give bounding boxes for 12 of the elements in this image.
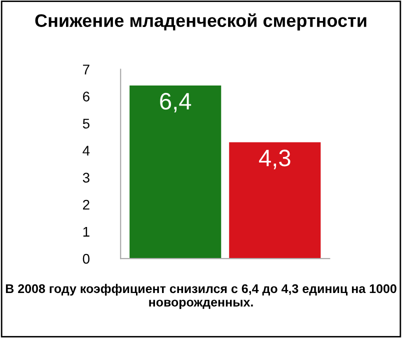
chart-title: Снижение младенческой смертности — [35, 13, 366, 31]
text: В 2008 году коэффициент снизился с 6,4 до 4,3 единиц на 1000 новорожденных. — [6, 284, 396, 310]
y-tick-label: 7 — [83, 64, 90, 74]
data-label: 4,3 — [259, 150, 290, 170]
y-tick-label: 3 — [82, 172, 90, 183]
y-tick-label: 0 — [82, 254, 90, 264]
y-tick-label: 4 — [82, 146, 90, 156]
y-tick-label: 5 — [82, 118, 90, 129]
y-tick-label: 6 — [83, 92, 90, 102]
data-label: 6,4 — [160, 92, 192, 112]
y-tick-label: 1 — [83, 227, 90, 237]
y-tick-label: 2 — [83, 200, 90, 210]
